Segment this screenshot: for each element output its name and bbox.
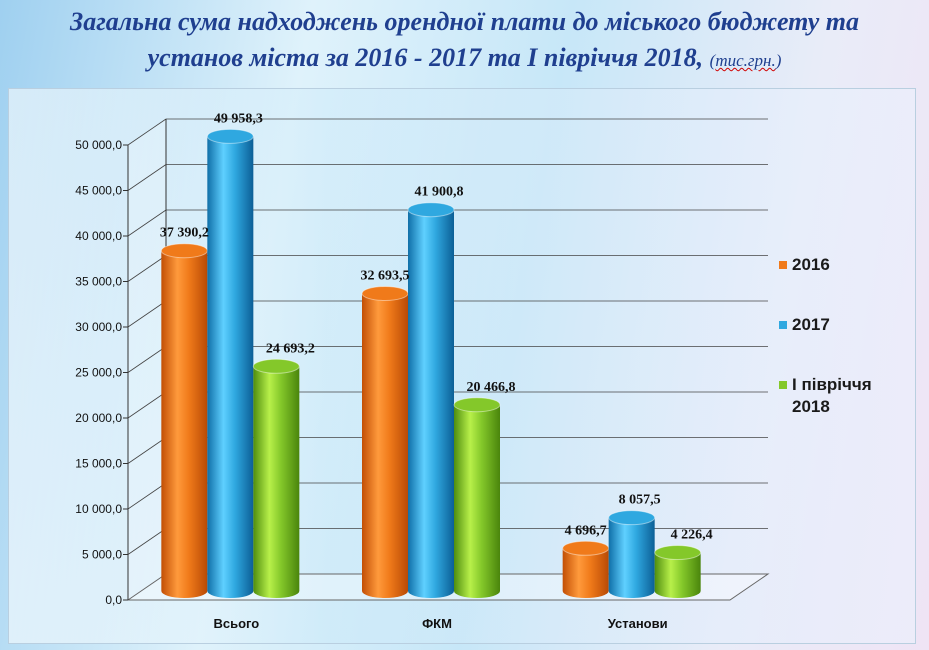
bar-body xyxy=(207,136,254,599)
legend-label: І півріччя 2018 xyxy=(792,375,872,416)
bar-body xyxy=(654,552,701,598)
y-tick-label: 30 000,0 xyxy=(75,320,122,334)
gridline-diagonal xyxy=(127,391,167,419)
x-category-label: Всього xyxy=(213,616,259,631)
bar-top xyxy=(453,397,501,413)
y-tick-label: 25 000,0 xyxy=(75,366,122,380)
data-label: 37 390,2 xyxy=(160,226,209,241)
bar-top xyxy=(654,545,702,561)
y-tick-label: 5 000,0 xyxy=(82,548,122,562)
gridline-diagonal xyxy=(127,437,167,464)
bar xyxy=(407,202,455,599)
bar xyxy=(453,397,501,598)
bar-body xyxy=(562,548,609,598)
gridline-diagonal xyxy=(127,300,167,328)
y-tick-label: 45 000,0 xyxy=(75,184,122,198)
y-tick-label: 40 000,0 xyxy=(75,229,122,243)
bar-top xyxy=(206,128,254,144)
bar xyxy=(562,540,610,598)
legend-swatch xyxy=(779,381,787,389)
gridline-diagonal xyxy=(127,209,167,237)
x-category-label: ФКМ xyxy=(422,616,452,631)
data-label: 32 693,5 xyxy=(361,268,410,283)
chart-title: Загальна сума надходжень орендної плати … xyxy=(0,4,929,79)
gridline-diagonal xyxy=(127,346,167,373)
bar-top xyxy=(407,202,455,218)
bar-body xyxy=(454,404,500,598)
bar xyxy=(160,243,208,598)
gridline-diagonal xyxy=(127,164,167,191)
y-tick-label: 35 000,0 xyxy=(75,275,122,289)
bar xyxy=(206,128,254,599)
bar-body xyxy=(608,517,655,598)
bar xyxy=(361,285,409,598)
legend-swatch xyxy=(779,261,787,269)
gridline-diagonal xyxy=(127,482,167,510)
data-label: 20 466,8 xyxy=(467,380,516,395)
gridline-diagonal xyxy=(127,255,167,282)
title-unit: (тис.грн.) xyxy=(709,51,782,70)
legend-label: 2016 xyxy=(792,255,830,274)
data-label: 4 696,7 xyxy=(565,523,607,538)
legend-label: 2017 xyxy=(792,315,830,334)
y-tick-label: 20 000,0 xyxy=(75,411,122,425)
bar-top xyxy=(252,358,300,374)
title-line-1: Загальна сума надходжень орендної плати … xyxy=(69,7,860,36)
data-label: 49 958,3 xyxy=(214,111,263,126)
bar xyxy=(654,545,702,598)
bar-top xyxy=(562,540,610,556)
bar-body xyxy=(408,209,454,599)
y-tick-label: 15 000,0 xyxy=(75,457,122,471)
legend-swatch xyxy=(779,321,787,329)
bar xyxy=(252,358,300,598)
bar xyxy=(608,510,656,598)
data-label: 8 057,5 xyxy=(619,493,661,508)
data-label: 24 693,2 xyxy=(266,341,315,356)
y-tick-label: 0,0 xyxy=(105,593,122,607)
data-label: 4 226,4 xyxy=(671,528,713,543)
title-line-2: установ міста за 2016 - 2017 та І півріч… xyxy=(147,43,704,72)
bar-body xyxy=(362,293,408,598)
bar-top xyxy=(160,243,208,259)
gridline-diagonal xyxy=(127,118,167,146)
bar-body xyxy=(161,250,208,598)
y-tick-label: 50 000,0 xyxy=(75,138,122,152)
bar-body xyxy=(253,366,300,598)
x-category-label: Установи xyxy=(608,616,668,631)
data-label: 41 900,8 xyxy=(415,185,464,200)
y-tick-label: 10 000,0 xyxy=(75,502,122,516)
gridline-diagonal xyxy=(127,528,167,555)
bar-top xyxy=(608,510,656,526)
bar-top xyxy=(361,285,409,301)
